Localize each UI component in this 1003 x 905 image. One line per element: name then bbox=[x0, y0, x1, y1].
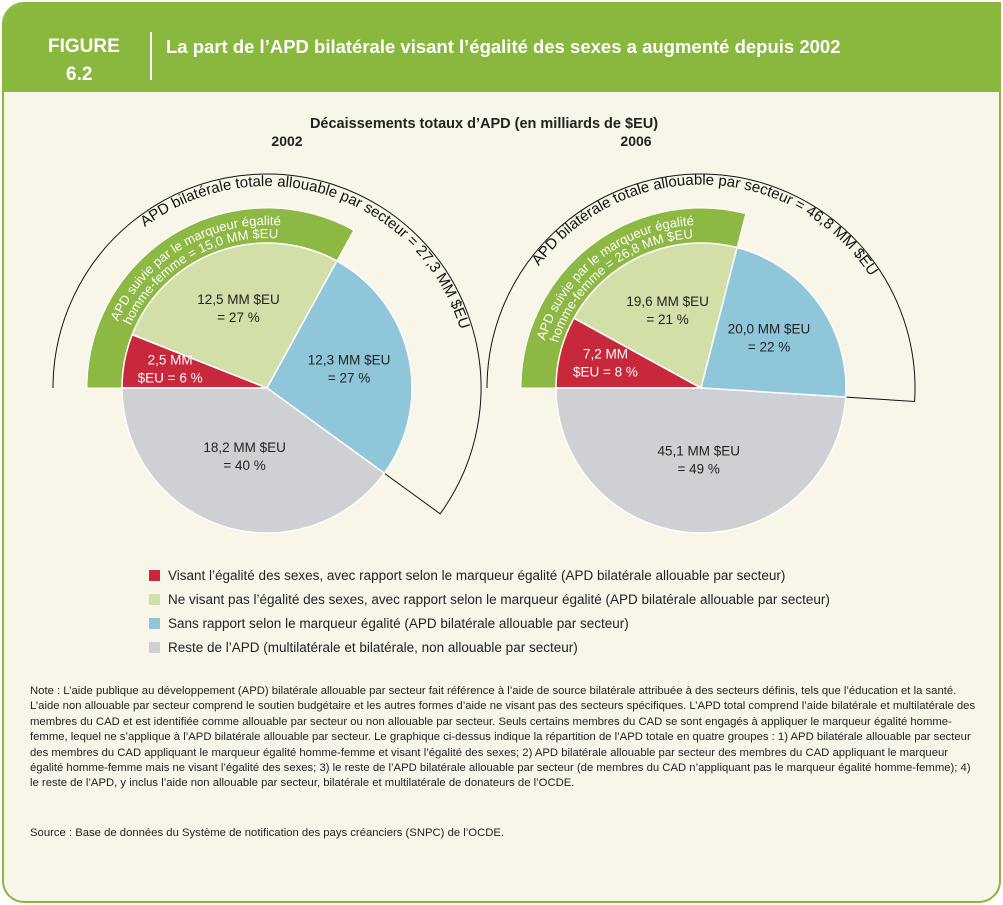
slice-label: 7,2 MM bbox=[583, 346, 628, 361]
pie-slice bbox=[266, 259, 413, 475]
slice-label: 18,2 MM $EU bbox=[203, 440, 286, 455]
legend-swatch bbox=[149, 618, 160, 629]
legend-swatch bbox=[149, 570, 160, 581]
pie-slice bbox=[121, 387, 386, 534]
legend-label: Reste de l’APD (multilatérale et bilatér… bbox=[168, 640, 578, 655]
legend-label: Sans rapport selon le marqueur égalité (… bbox=[168, 616, 629, 631]
chart-subtitle: 2006 bbox=[620, 133, 651, 149]
figure-header: FIGURE 6.2 La part de l’APD bilatérale v… bbox=[4, 4, 999, 92]
pie-slice bbox=[555, 387, 847, 534]
slice-label: $EU = 6 % bbox=[138, 371, 203, 386]
slice-label: 12,5 MM $EU bbox=[197, 292, 280, 307]
figure-label: FIGURE bbox=[48, 36, 120, 57]
slice-label: = 22 % bbox=[748, 340, 790, 355]
slice-label: 2,5 MM bbox=[148, 353, 193, 368]
chart-title: Décaissements totaux d’APD (en milliards… bbox=[310, 116, 658, 132]
slice-label: $EU = 8 % bbox=[573, 364, 638, 379]
slice-label: 45,1 MM $EU bbox=[657, 443, 740, 458]
note: Note : L’aide publique au développement … bbox=[30, 685, 976, 790]
slice-label: = 27 % bbox=[217, 310, 259, 325]
legend-label: Visant l’égalité des sexes, avec rapport… bbox=[168, 568, 785, 583]
allocable-arc bbox=[486, 173, 916, 402]
chart-subtitle: 2002 bbox=[271, 133, 302, 149]
pie-slice bbox=[700, 246, 847, 398]
source: Source : Base de données du Système de n… bbox=[30, 827, 505, 839]
slice-label: = 49 % bbox=[678, 461, 720, 476]
pie-slice bbox=[572, 242, 738, 390]
header-divider bbox=[150, 32, 152, 80]
figure-number: 6.2 bbox=[66, 64, 93, 85]
figure-title: La part de l’APD bilatérale visant l’éga… bbox=[166, 36, 841, 57]
allocable-arc bbox=[52, 173, 482, 515]
slice-label: = 21 % bbox=[646, 312, 688, 327]
legend-swatch bbox=[149, 642, 160, 653]
slice-label: 12,3 MM $EU bbox=[308, 353, 391, 368]
slice-label: 20,0 MM $EU bbox=[728, 322, 811, 337]
slice-label: = 27 % bbox=[328, 371, 370, 386]
legend-label: Ne visant pas l’égalité des sexes, avec … bbox=[168, 592, 830, 607]
slice-label: = 40 % bbox=[223, 458, 265, 473]
pie-slice bbox=[131, 242, 338, 389]
slice-label: 19,6 MM $EU bbox=[626, 294, 709, 309]
legend-swatch bbox=[149, 594, 160, 605]
chart: Décaissements totaux d’APD (en milliards… bbox=[52, 116, 916, 655]
